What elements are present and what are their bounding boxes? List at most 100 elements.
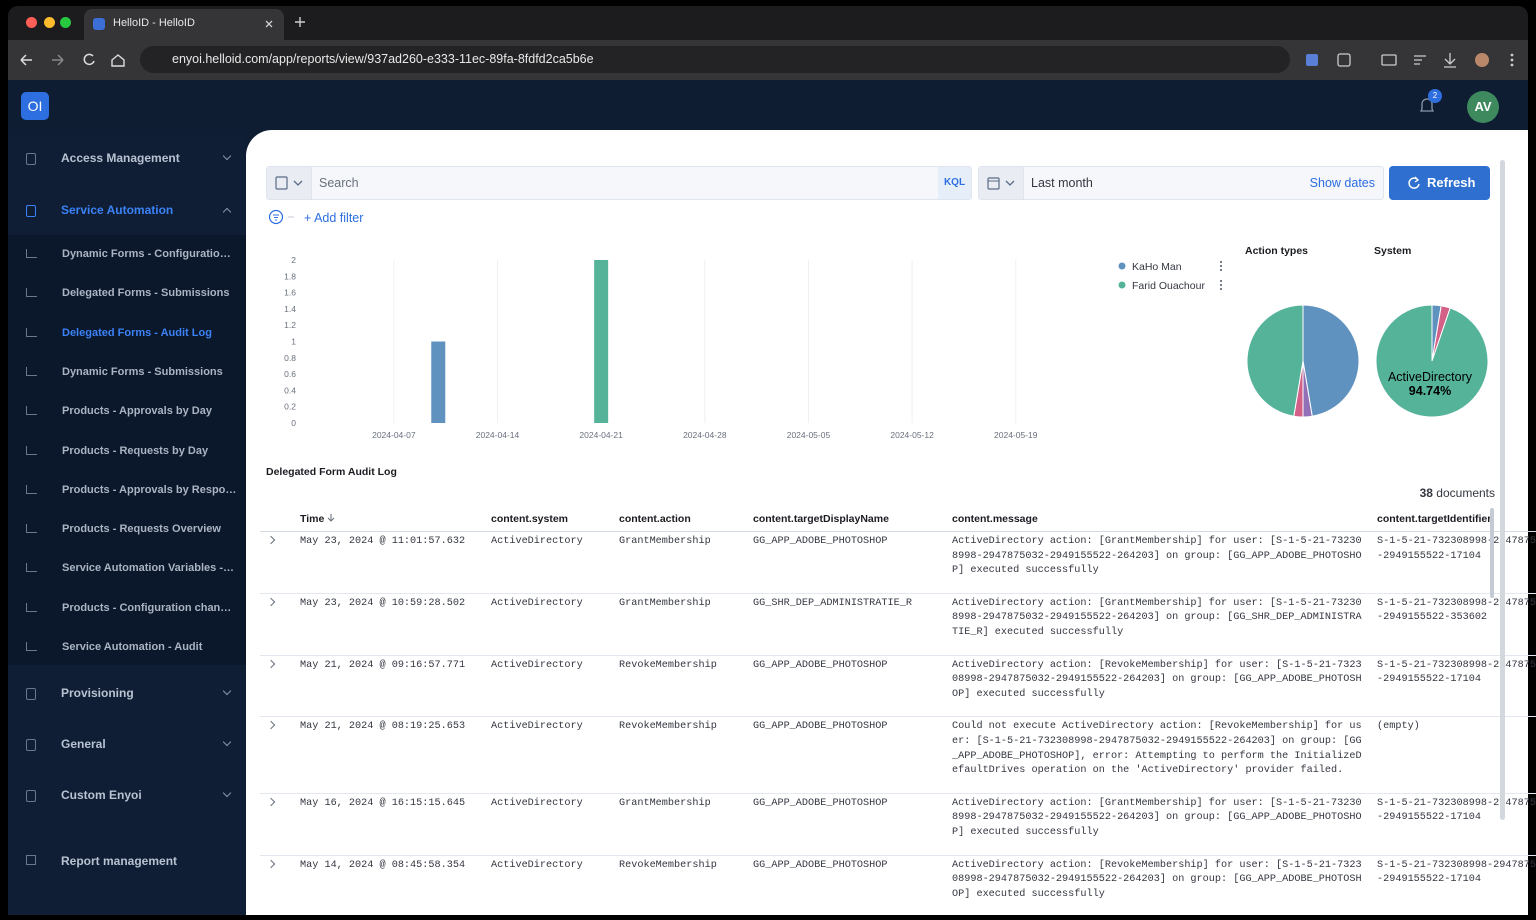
y-tick-label: 0 [291,418,296,428]
table-cell: GG_APP_ADOBE_PHOTOSHOP [748,655,947,718]
sidebar-section[interactable]: Provisioning [8,679,246,707]
report-link[interactable]: Products - Requests by Day [8,441,246,463]
table-cell: GG_APP_ADOBE_PHOTOSHOP [748,793,947,856]
sidebar-section[interactable]: General [8,730,246,758]
kql-toggle[interactable]: KQL [938,167,971,199]
legend-label[interactable]: KaHo Man [1132,261,1182,273]
expand-cell[interactable] [260,593,295,656]
nav-buttons[interactable] [18,52,130,68]
browser-tab[interactable]: HelloID - HelloID [84,9,284,40]
maximize-window[interactable] [60,17,71,28]
table-cell: S-1-5-21-732308998-2947875032-2949155522… [1372,531,1536,594]
section-label: General [61,737,106,751]
expand-cell[interactable] [260,793,295,856]
sidebar-section[interactable]: Custom Enyoi [8,781,246,809]
expand-chevron [266,597,276,607]
report-link[interactable]: Products - Approvals by Day [8,401,246,423]
quick-menu[interactable] [979,167,1024,199]
show-dates[interactable]: Show dates [1309,176,1375,190]
report-link[interactable]: Products - Approvals by Respo… [8,480,246,502]
report-icon [26,524,37,534]
column-header[interactable]: Time [295,508,486,532]
legend-label[interactable]: Farid Ouachour [1132,280,1205,292]
report-link[interactable]: Service Automation - Audit [8,637,246,659]
expand-cell[interactable] [260,716,295,794]
report-link[interactable]: Delegated Forms - Audit Log [8,323,246,345]
report-link[interactable]: Delegated Forms - Submissions [8,283,246,305]
sidebar-section[interactable]: Access Management [8,144,246,172]
report-icon [26,327,37,337]
expand-cell[interactable] [260,855,295,915]
report-icon [26,484,37,494]
table-cell: May 21, 2024 @ 08:19:25.653 [295,716,486,794]
tab-close[interactable] [264,19,274,29]
pie-title: System [1374,245,1411,257]
report-icon [26,445,37,455]
y-tick-label: 1 [291,337,296,347]
x-tick-label: 2024-04-28 [683,430,727,440]
saved-query-button[interactable] [267,167,312,199]
report-link[interactable]: Dynamic Forms - Configuration… [8,244,246,266]
pie-slice[interactable] [1246,304,1304,417]
date-picker[interactable]: Last month Show dates [978,166,1384,200]
report-link[interactable]: Products - Requests Overview [8,519,246,541]
legend-swatch [1118,281,1126,289]
section-icon [26,688,36,700]
table-cell: RevokeMembership [614,716,748,794]
filter-menu[interactable] [268,209,302,225]
new-tab[interactable] [294,16,306,28]
browser-toolbar-icons[interactable] [1300,50,1528,70]
pie-value-label: 94.74% [1409,384,1451,398]
column-header: content.targetIdentifier [1372,508,1536,532]
scrollbar[interactable] [1500,160,1505,820]
table-cell: ActiveDirectory action: [GrantMembership… [947,531,1372,594]
close-window[interactable] [26,17,37,28]
column-header: content.targetDisplayName [748,508,947,532]
audit-table: Time content.system content.action content.… [260,508,1536,915]
y-tick-label: 0.4 [284,385,296,395]
search-bar[interactable]: Search KQL [266,166,972,200]
pie-slice[interactable] [1302,304,1360,417]
expand-cell[interactable] [260,655,295,718]
sidebar-footer[interactable]: Report management [8,847,246,875]
bar [431,341,446,423]
x-tick-label: 2024-04-14 [476,430,520,440]
section-label: Provisioning [61,686,134,700]
sidebar: Access Management Service Automation Provi… [8,130,246,915]
add-filter[interactable]: + Add filter [304,211,364,225]
sidebar-section[interactable]: Service Automation [8,196,246,224]
table-row: May 14, 2024 @ 08:45:58.354 ActiveDirecto… [260,855,1536,915]
pie-title: Action types [1245,245,1308,257]
y-tick-label: 1.4 [284,304,296,314]
table-cell: GG_SHR_DEP_ADMINISTRATIE_R [748,593,947,656]
x-tick-label: 2024-04-07 [372,430,416,440]
column-header: content.message [947,508,1372,532]
address-bar[interactable]: enyoi.helloid.com/app/reports/view/937ad… [140,46,1290,73]
table-row: May 16, 2024 @ 16:15:15.645 ActiveDirecto… [260,793,1536,856]
report-link[interactable]: Service Automation Variables -… [8,558,246,580]
expand-cell[interactable] [260,531,295,594]
x-tick-label: 2024-05-12 [890,430,934,440]
y-tick-label: 0.2 [284,402,296,412]
notification-badge: 2 [1428,89,1442,103]
table-cell: ActiveDirectory [486,593,614,656]
table-cell: ActiveDirectory action: [RevokeMembershi… [947,855,1372,915]
report-icon [26,288,37,298]
table-cell: May 16, 2024 @ 16:15:15.645 [295,793,486,856]
app-logo[interactable]: OI [21,92,49,120]
user-avatar[interactable]: AV [1467,91,1499,123]
table-scrollbar[interactable] [1490,508,1494,598]
date-range: Last month [1031,176,1093,190]
refresh-button[interactable]: Refresh [1389,166,1490,200]
pie-label: ActiveDirectory [1388,370,1473,384]
report-link[interactable]: Products - Configuration chan… [8,598,246,620]
table-row: May 23, 2024 @ 11:01:57.632 ActiveDirecto… [260,531,1536,594]
report-icon [26,642,37,651]
report-link[interactable]: Dynamic Forms - Submissions [8,362,246,384]
x-tick-label: 2024-05-19 [994,430,1038,440]
report-icon [26,563,37,573]
minimize-window[interactable] [44,17,55,28]
pie-slice[interactable] [1375,304,1489,418]
footer-label: Report management [61,854,178,868]
legend-menu-dot [1219,283,1223,287]
